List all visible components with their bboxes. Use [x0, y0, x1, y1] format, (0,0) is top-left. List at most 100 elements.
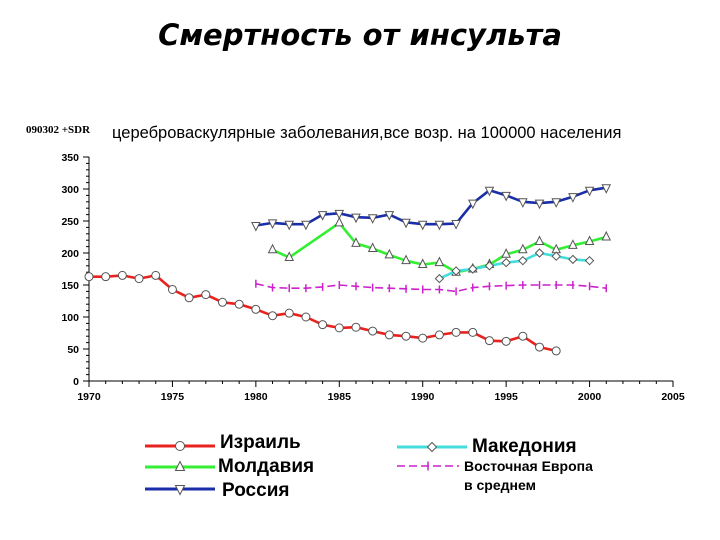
x-tick-label: 2000	[578, 391, 602, 403]
series-line	[255, 282, 607, 293]
data-point-marker	[401, 218, 411, 229]
data-point-marker	[568, 239, 578, 249]
x-tick-label: 1990	[411, 391, 435, 403]
y-tick-label: 100	[61, 312, 79, 324]
data-point-marker	[534, 248, 545, 258]
data-point-marker	[367, 214, 378, 224]
data-point-marker	[351, 322, 361, 332]
data-point-marker	[518, 198, 528, 208]
data-point-marker	[434, 220, 445, 231]
data-point-marker	[368, 326, 378, 336]
y-tick-label: 0	[73, 376, 79, 388]
data-point-marker	[518, 243, 528, 254]
data-point-marker	[267, 219, 278, 230]
data-point-marker	[384, 248, 395, 259]
chart-subtitle: цереброваскулярные заболевания,все возр.…	[112, 124, 622, 142]
data-point-marker	[101, 272, 111, 282]
y-tick-label: 300	[61, 184, 79, 196]
legend-label-macedonia: Македония	[472, 436, 577, 457]
data-point-marker	[551, 346, 561, 356]
data-point-marker	[451, 327, 461, 337]
data-point-marker	[584, 255, 595, 266]
legend-label-moldova: Молдавия	[218, 456, 315, 477]
data-point-marker	[334, 209, 345, 220]
legend-label-israel: Израиль	[220, 432, 301, 453]
data-point-marker	[501, 257, 511, 268]
data-point-marker	[468, 264, 478, 274]
data-point-marker	[234, 299, 244, 309]
data-point-marker	[418, 333, 428, 343]
data-point-marker	[84, 272, 94, 282]
x-tick-label: 1970	[77, 391, 101, 403]
data-point-marker	[601, 230, 612, 241]
data-point-marker	[318, 320, 328, 330]
data-point-marker	[334, 323, 344, 333]
data-point-marker	[151, 270, 161, 280]
data-point-marker	[484, 336, 494, 346]
data-point-marker	[251, 221, 261, 232]
data-point-marker	[417, 220, 428, 231]
chart-code-label: 090302 +SDR	[26, 124, 91, 136]
data-point-marker	[501, 336, 511, 346]
data-point-marker	[334, 216, 345, 227]
legend-swatches	[145, 441, 467, 496]
legend-label-east-europe-average: в среднем	[464, 477, 536, 493]
data-point-marker	[201, 290, 211, 300]
y-tick-label: 200	[61, 248, 79, 260]
series-bar	[255, 279, 608, 296]
page-title: Смертность от инсульта	[158, 18, 562, 52]
data-point-marker	[167, 284, 177, 294]
data-point-marker	[434, 273, 445, 284]
legend-label-east-europe: Восточная Европа	[464, 458, 593, 474]
data-point-marker	[367, 242, 378, 253]
data-point-marker	[384, 211, 395, 221]
series-line	[255, 186, 607, 227]
data-point-marker	[568, 193, 578, 203]
data-point-marker	[518, 255, 528, 266]
x-tick-label: 1975	[161, 391, 185, 403]
data-point-marker	[518, 331, 528, 341]
series-triangle-down	[251, 184, 612, 232]
data-point-marker	[284, 251, 295, 261]
data-point-marker	[434, 256, 445, 267]
data-point-marker	[467, 199, 478, 210]
data-point-marker	[184, 293, 194, 303]
data-point-marker	[551, 251, 561, 261]
data-point-marker	[426, 441, 438, 453]
data-point-marker	[175, 441, 185, 451]
data-point-marker	[267, 243, 278, 254]
data-point-marker	[284, 308, 294, 318]
data-point-marker	[484, 261, 495, 271]
legend-label-russia: Россия	[222, 480, 290, 501]
data-point-marker	[534, 235, 545, 245]
data-point-marker	[417, 258, 428, 269]
x-tick-label: 1980	[244, 391, 268, 403]
y-tick-label: 350	[61, 152, 79, 164]
data-point-marker	[251, 304, 261, 314]
data-point-marker	[301, 312, 311, 322]
x-tick-label: 1995	[494, 391, 518, 403]
data-point-marker	[284, 220, 295, 231]
data-point-marker	[451, 266, 461, 276]
data-point-marker	[401, 254, 411, 265]
data-point-marker	[468, 327, 478, 337]
data-point-marker	[501, 191, 511, 202]
y-tick-label: 150	[61, 280, 79, 292]
data-point-marker	[584, 186, 595, 197]
data-point-marker	[434, 330, 444, 340]
data-point-marker	[217, 297, 227, 307]
y-tick-label: 250	[61, 216, 79, 228]
data-point-marker	[601, 184, 612, 194]
data-point-marker	[351, 213, 361, 224]
data-point-marker	[317, 211, 328, 221]
data-point-marker	[451, 220, 461, 230]
data-point-marker	[301, 220, 311, 231]
x-tick-label: 1985	[328, 391, 352, 403]
chart-axes: 0 50 100 150 200 250 300 350 1970 1975 1980 1985 199…	[61, 152, 684, 403]
x-tick-label: 2005	[661, 391, 685, 403]
data-point-marker	[484, 186, 495, 197]
series-circle	[84, 270, 561, 356]
data-point-marker	[501, 248, 511, 258]
series-line	[438, 251, 590, 280]
data-point-marker	[568, 254, 578, 265]
